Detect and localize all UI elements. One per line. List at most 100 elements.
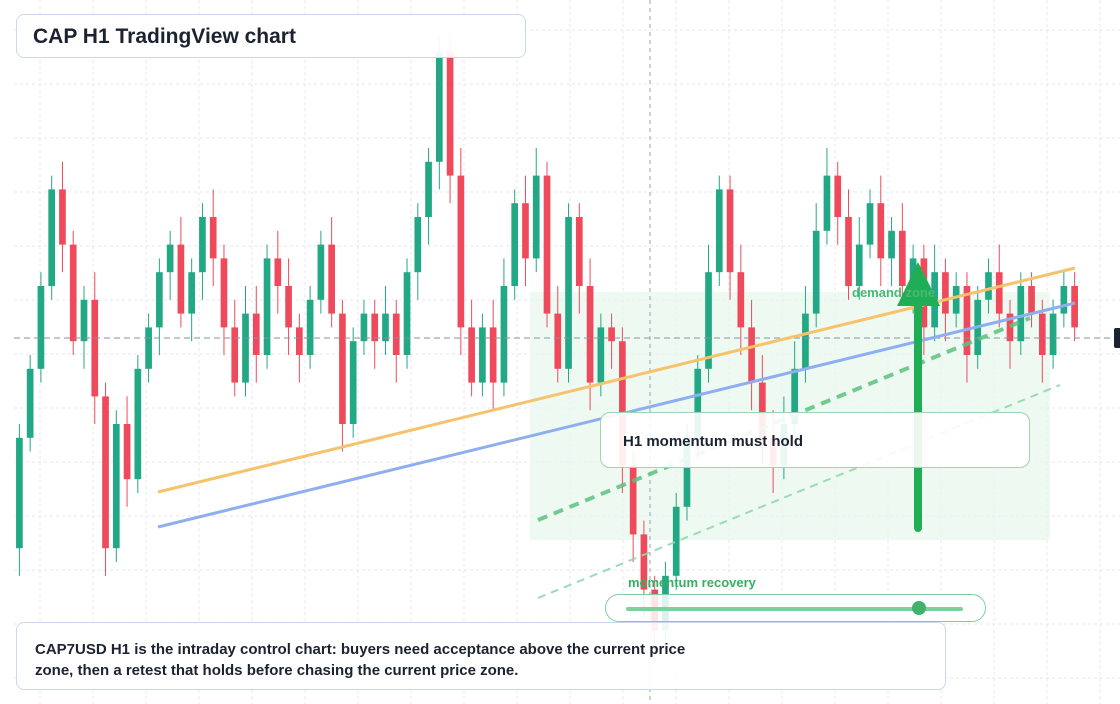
candle-bullish: [26, 368, 34, 438]
candle-bullish: [479, 327, 486, 383]
candle-bearish: [446, 51, 454, 176]
candle-bullish: [156, 272, 163, 328]
candle-bullish: [823, 175, 831, 231]
candle-bullish: [802, 313, 809, 369]
candle-bearish: [296, 327, 303, 355]
candle-bearish: [468, 327, 475, 383]
candle-bearish: [91, 299, 99, 397]
candle-bullish: [1017, 286, 1025, 342]
candle-bullish: [306, 299, 314, 355]
candle-bullish: [855, 244, 863, 286]
candle-bearish: [640, 534, 648, 590]
candle-bearish: [220, 258, 228, 328]
note-text: CAP7USD H1 is the intraday control chart…: [35, 641, 686, 679]
candle-bearish: [942, 272, 949, 314]
momentum-slider-track: [626, 607, 963, 611]
candle-bearish: [285, 286, 292, 328]
candle-bearish: [963, 286, 971, 355]
candle-bullish: [985, 272, 992, 300]
candle-bullish: [909, 258, 917, 286]
momentum-slider-knob[interactable]: [912, 601, 927, 615]
candle-bullish: [134, 368, 142, 480]
candle-bearish: [457, 175, 465, 328]
candle-bearish: [69, 244, 77, 342]
candle-bearish: [489, 327, 497, 383]
candle-bearish: [1071, 286, 1078, 328]
candle-bullish: [425, 161, 432, 217]
candle-bearish: [554, 313, 562, 369]
candle-bullish: [694, 368, 702, 438]
candle-bullish: [382, 313, 389, 342]
candle-bearish: [759, 382, 766, 438]
candle-bearish: [339, 313, 346, 424]
candle-bearish: [274, 258, 282, 286]
candle-bearish: [328, 244, 335, 314]
candle-bullish: [263, 258, 271, 355]
candle-bullish: [112, 424, 120, 549]
candle-bullish: [188, 272, 196, 314]
candle-bullish: [414, 217, 422, 273]
note-card: CAP7USD H1 is the intraday control chart…: [16, 622, 946, 690]
candle-bearish: [102, 396, 109, 549]
candle-bullish: [791, 368, 798, 424]
candle-bullish: [199, 217, 206, 273]
candle-bearish: [737, 272, 745, 328]
candle-bullish: [1049, 313, 1057, 355]
candle-bullish: [360, 313, 368, 342]
candle-bearish: [209, 217, 217, 259]
callout-card: H1 momentum must hold: [600, 412, 1030, 468]
candle-bullish: [511, 203, 519, 286]
candle-bullish: [532, 175, 540, 259]
candle-bearish: [123, 424, 131, 480]
candle-bearish: [898, 230, 906, 286]
candle-bearish: [59, 189, 66, 245]
candle-bullish: [705, 272, 712, 369]
candle-bearish: [748, 327, 755, 383]
page-title: CAP H1 TradingView chart: [33, 25, 296, 48]
candle-bullish: [16, 437, 23, 549]
candle-bearish: [629, 465, 637, 535]
candle-bearish: [177, 244, 185, 314]
candle-bearish: [543, 175, 551, 314]
candle-bullish: [403, 272, 411, 355]
title-card: CAP H1 TradingView chart: [16, 14, 526, 58]
candle-bullish: [242, 313, 249, 383]
candle-bearish: [252, 313, 260, 355]
candle-bullish: [317, 244, 325, 300]
candle-bearish: [392, 313, 400, 355]
candle-bullish: [888, 230, 895, 259]
green-dashed-trendline: [537, 316, 1031, 522]
candle-bearish: [1038, 313, 1046, 355]
candle-bullish: [952, 286, 960, 314]
candle-bearish: [834, 175, 842, 217]
candle-bullish: [715, 189, 723, 273]
candle-bullish: [565, 217, 572, 369]
candle-bullish: [349, 341, 357, 424]
callout-text: H1 momentum must hold: [623, 433, 804, 450]
candle-bearish: [1028, 286, 1035, 314]
candle-bearish: [1006, 313, 1014, 342]
candle-bearish: [877, 203, 885, 259]
candle-bullish: [1060, 286, 1068, 314]
candle-bearish: [522, 203, 529, 259]
candle-bullish: [812, 230, 820, 314]
momentum-slider[interactable]: [605, 594, 986, 622]
candle-bullish: [672, 506, 680, 576]
candle-bearish: [726, 189, 734, 273]
candle-bullish: [866, 203, 874, 245]
candle-bearish: [586, 286, 594, 383]
candle-bullish: [500, 286, 508, 383]
candle-bullish: [80, 299, 88, 342]
momentum-label: momentum recovery: [628, 575, 756, 590]
candle-bearish: [619, 341, 626, 466]
candle-bullish: [37, 286, 45, 369]
candle-bearish: [575, 217, 583, 286]
candle-bearish: [995, 272, 1003, 314]
candle-bullish: [435, 51, 443, 162]
candle-bearish: [608, 327, 615, 342]
current-price-marker: [1114, 328, 1120, 348]
candle-bearish: [371, 313, 379, 342]
candle-bearish: [845, 217, 852, 286]
demand-zone-label: demand zone: [852, 285, 936, 300]
